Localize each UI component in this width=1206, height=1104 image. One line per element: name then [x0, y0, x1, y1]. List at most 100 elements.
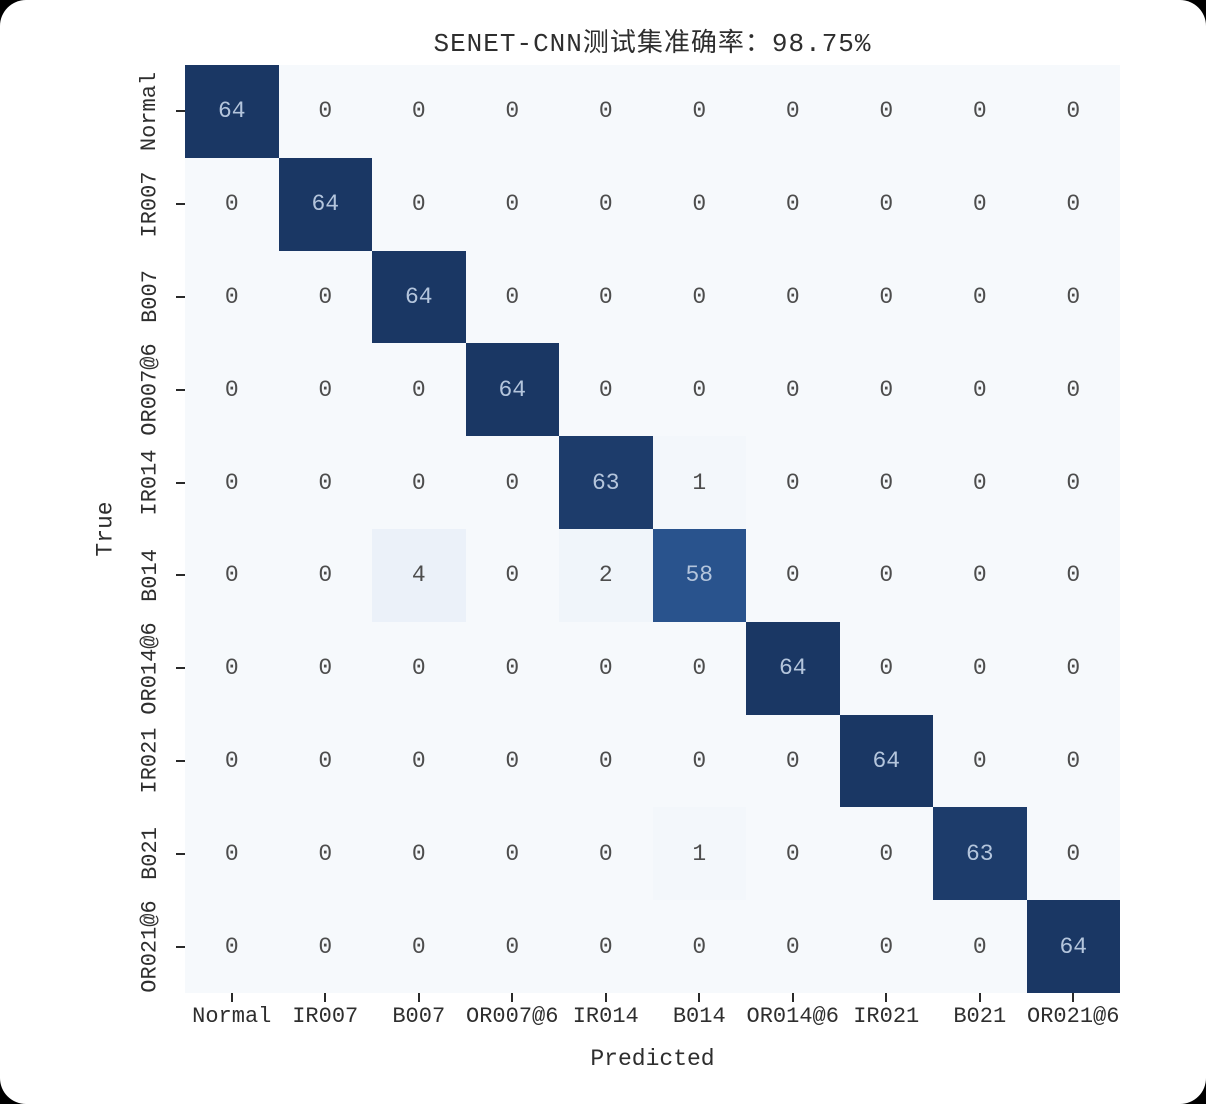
heatmap-cell: 0	[652, 714, 746, 808]
x-axis-label: Predicted	[590, 1046, 715, 1072]
x-tick-mark	[230, 993, 233, 1002]
heatmap-cell: 0	[1026, 436, 1120, 529]
x-tick-label: Normal	[192, 1004, 272, 1029]
heatmap-cell: 0	[839, 157, 933, 251]
y-tick-mark	[176, 295, 185, 298]
x-tick-mark	[885, 993, 888, 1002]
x-tick-mark	[1072, 993, 1075, 1002]
heatmap-cell: 0	[185, 621, 279, 715]
heatmap-cell: 0	[746, 157, 840, 251]
heatmap-cell: 0	[1026, 621, 1120, 715]
heatmap-cell: 0	[559, 807, 653, 901]
y-tick-label: OR007@6	[137, 343, 163, 436]
y-tick-label: OR021@6	[137, 900, 163, 993]
heatmap-cell: 0	[746, 250, 840, 344]
heatmap-cell: 0	[1026, 807, 1120, 901]
x-tick-label: B014	[672, 1004, 726, 1029]
heatmap-cell: 0	[465, 65, 559, 158]
x-tick-marks	[185, 993, 1120, 1002]
heatmap-cell: 0	[746, 529, 840, 622]
heatmap-cell: 0	[185, 343, 279, 437]
heatmap-cell: 0	[372, 157, 466, 251]
heatmap-cell: 0	[933, 157, 1027, 251]
x-tick-label: B021	[953, 1004, 1007, 1029]
y-axis-label: True	[86, 65, 126, 993]
heatmap-cell: 64	[746, 621, 840, 715]
heatmap-cell: 0	[933, 621, 1027, 715]
heatmap-cell: 0	[278, 621, 372, 715]
y-tick-label: IR007	[137, 171, 163, 238]
heatmap-cell: 0	[278, 65, 372, 158]
heatmap-cell: 0	[465, 157, 559, 251]
heatmap-cell: 0	[372, 65, 466, 158]
heatmap-cell: 0	[933, 343, 1027, 437]
y-tick-mark	[176, 203, 185, 206]
heatmap-cell: 0	[1026, 529, 1120, 622]
x-tick-mark	[978, 993, 981, 1002]
y-tick-label: B007	[137, 270, 163, 324]
heatmap-cell: 0	[278, 343, 372, 437]
heatmap-cell: 0	[185, 714, 279, 808]
heatmap-cell: 0	[465, 529, 559, 622]
heatmap-cell: 0	[278, 900, 372, 993]
heatmap-cell: 0	[746, 65, 840, 158]
y-tick-label: IR021	[137, 727, 163, 794]
heatmap-cell: 0	[933, 900, 1027, 993]
y-tick-mark	[176, 481, 185, 484]
heatmap-cell: 0	[465, 714, 559, 808]
heatmap-cell: 0	[185, 529, 279, 622]
heatmap-cell: 0	[652, 65, 746, 158]
heatmap-cell: 0	[652, 343, 746, 437]
heatmap-cell: 0	[465, 900, 559, 993]
heatmap-cell: 0	[559, 157, 653, 251]
chart-title: SENET-CNN测试集准确率：98.75%	[433, 29, 872, 59]
heatmap-cell: 0	[933, 65, 1027, 158]
heatmap-cell: 0	[185, 900, 279, 993]
heatmap-cell: 0	[652, 900, 746, 993]
heatmap-cell: 64	[185, 65, 279, 158]
heatmap-cell: 0	[185, 250, 279, 344]
heatmap-cell: 0	[933, 436, 1027, 529]
heatmap-cell: 0	[652, 621, 746, 715]
heatmap-cell: 0	[746, 900, 840, 993]
heatmap-cell: 2	[559, 529, 653, 622]
heatmap-cell: 0	[278, 529, 372, 622]
heatmap-cell: 0	[185, 157, 279, 251]
x-tick-label: B007	[392, 1004, 446, 1029]
heatmap-cell: 0	[278, 714, 372, 808]
x-tick-label: OR007@6	[466, 1004, 559, 1029]
heatmap-cell: 0	[559, 714, 653, 808]
y-tick-mark	[176, 388, 185, 391]
heatmap-cell: 0	[372, 714, 466, 808]
y-tick-mark	[176, 574, 185, 577]
heatmap-cell: 0	[839, 65, 933, 158]
heatmap-cell: 0	[933, 529, 1027, 622]
heatmap-cell: 0	[185, 807, 279, 901]
x-tick-label: OR014@6	[746, 1004, 839, 1029]
heatmap-cell: 0	[559, 250, 653, 344]
y-tick-mark	[176, 759, 185, 762]
heatmap-cell: 0	[746, 714, 840, 808]
heatmap-cell: 0	[372, 900, 466, 993]
y-tick-label: IR014	[137, 449, 163, 516]
x-tick-mark	[324, 993, 327, 1002]
heatmap-plot: 64 0 0 0 0 0 0 0 0 0 0 64 0 0 0 0 0 0 0 0 0 0 64 0 0 0 0 0 0 0 0 0 0 64 0 0…	[185, 65, 1120, 993]
heatmap-cell: 0	[559, 343, 653, 437]
x-tick-mark	[698, 993, 701, 1002]
heatmap-cell: 63	[559, 436, 653, 529]
heatmap-cell: 64	[278, 157, 372, 251]
x-tick-mark	[417, 993, 420, 1002]
y-axis-label-text: True	[93, 501, 119, 557]
heatmap-cell: 0	[746, 343, 840, 437]
heatmap-cell: 0	[839, 621, 933, 715]
heatmap-cell: 0	[1026, 714, 1120, 808]
y-tick-marks	[176, 65, 185, 993]
heatmap-cell: 0	[278, 807, 372, 901]
heatmap-cell: 0	[839, 529, 933, 622]
heatmap-cell: 0	[1026, 343, 1120, 437]
heatmap-cell: 64	[372, 250, 466, 344]
heatmap-cell: 0	[933, 714, 1027, 808]
heatmap-cell: 0	[839, 900, 933, 993]
x-tick-label: IR021	[853, 1004, 920, 1029]
heatmap-cell: 0	[559, 900, 653, 993]
